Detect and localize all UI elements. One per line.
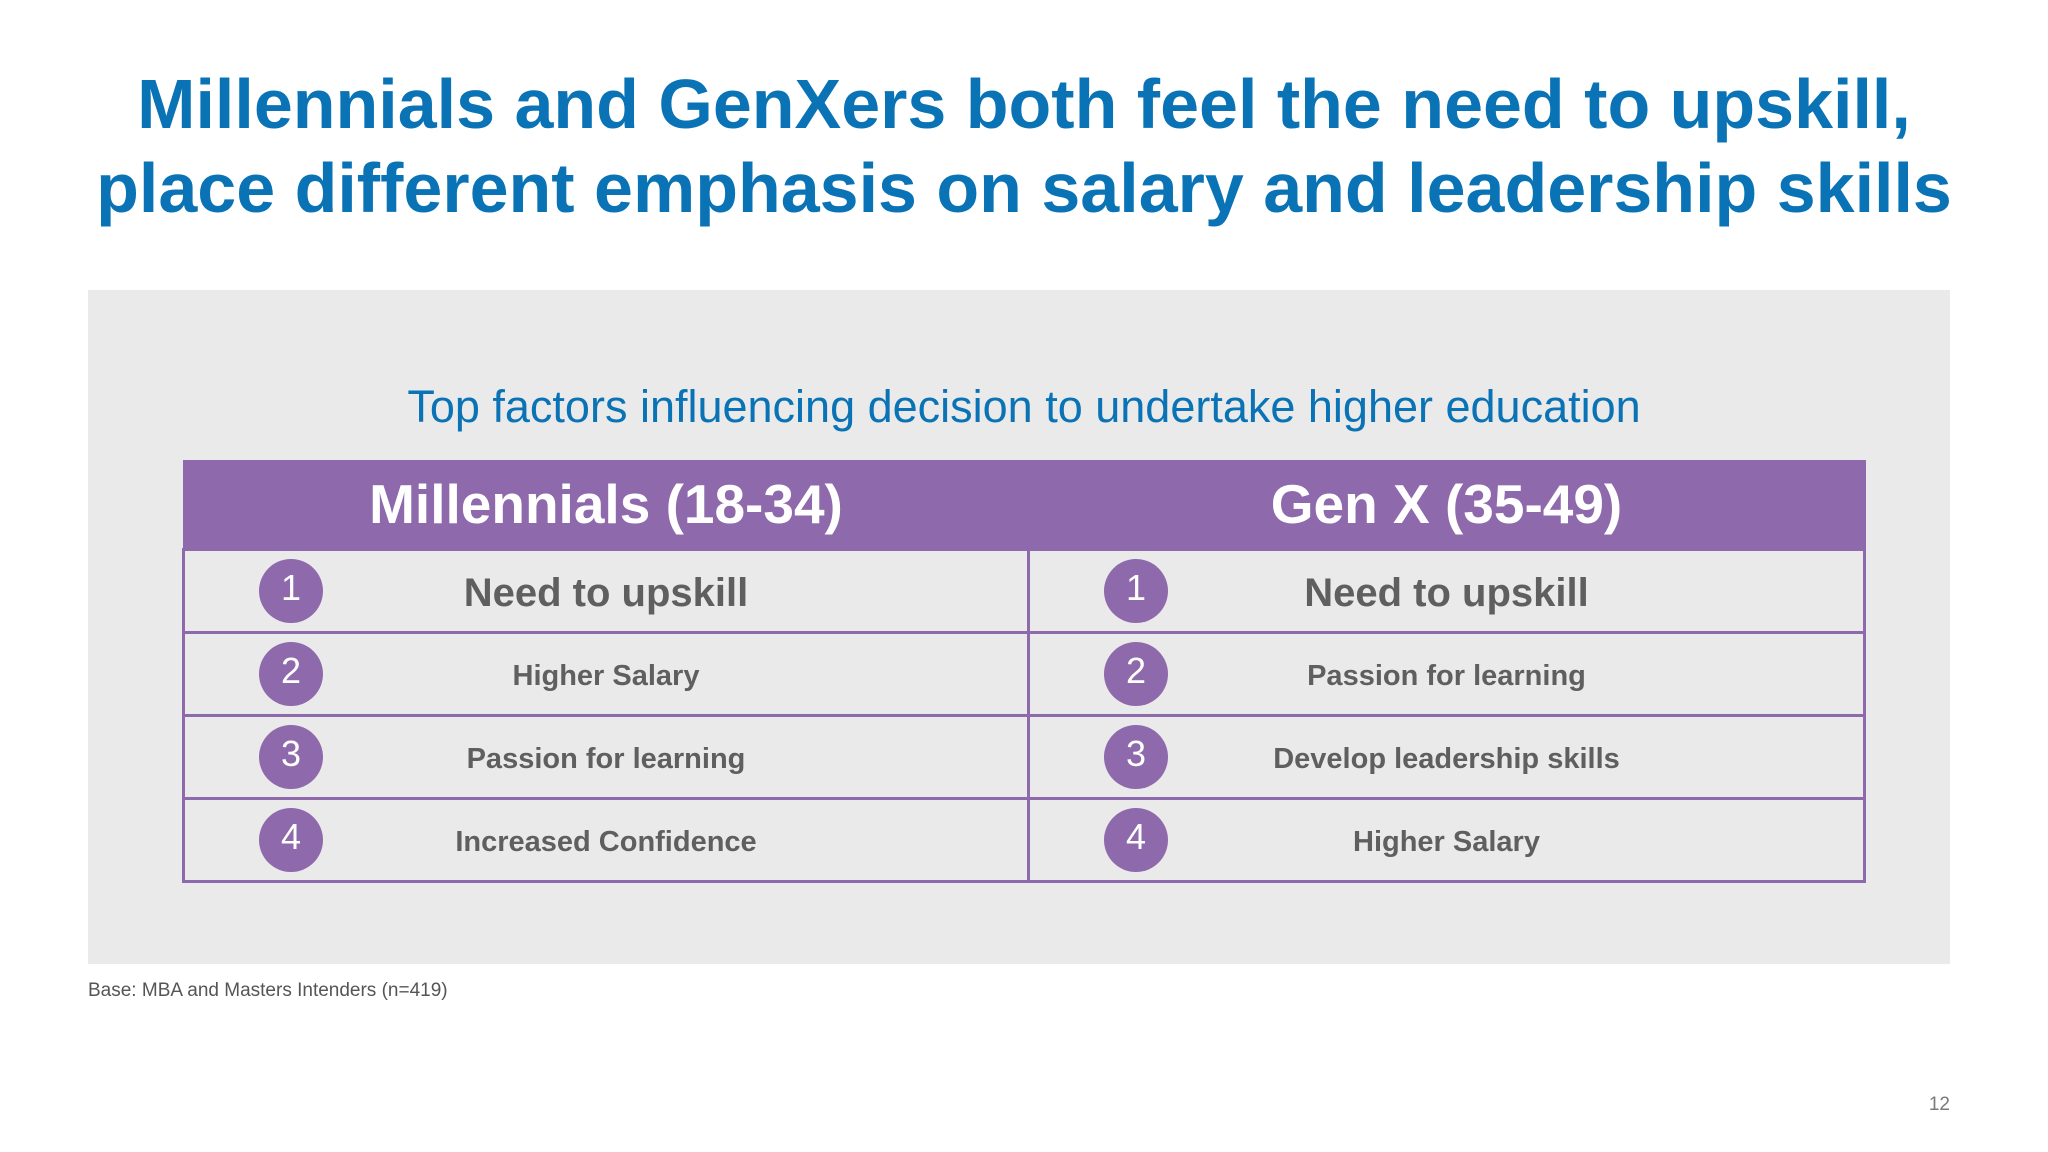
factor-label: Increased Confidence	[455, 826, 757, 858]
factor-label: Need to upskill	[463, 571, 749, 615]
slide-title-line-2: place different emphasis on salary and l…	[96, 149, 1952, 227]
table-subtitle: Top factors influencing decision to unde…	[407, 381, 1641, 432]
factor-label: Need to upskill	[1304, 571, 1589, 615]
column-header-genx: Gen X (35-49)	[1027, 460, 1866, 550]
table-row: 3 Passion for learning 3 Develop leaders…	[182, 714, 1866, 800]
table-cell: 3 Develop leadership skills	[1027, 714, 1866, 800]
table-cell: 4 Higher Salary	[1027, 797, 1866, 883]
column-header-millennials: Millennials (18-34)	[182, 460, 1030, 550]
table-header-row: Millennials (18-34) Gen X (35-49)	[182, 460, 1866, 550]
rank-badge: 3	[259, 725, 323, 789]
table-row: 1 Need to upskill 1 Need to upskill	[182, 548, 1866, 634]
table-row: 2 Higher Salary 2 Passion for learning	[182, 631, 1866, 717]
rank-badge: 2	[259, 642, 323, 706]
rank-badge: 4	[259, 808, 323, 872]
factor-label: Passion for learning	[1307, 660, 1586, 692]
factor-label: Higher Salary	[1353, 826, 1540, 858]
rank-badge: 4	[1104, 808, 1168, 872]
rank-badge: 1	[259, 559, 323, 623]
table-cell: 4 Increased Confidence	[182, 797, 1030, 883]
table-cell: 1 Need to upskill	[182, 548, 1030, 634]
slide-title-line-1: Millennials and GenXers both feel the ne…	[137, 65, 1911, 143]
slide-title: Millennials and GenXers both feel the ne…	[0, 62, 2048, 230]
footnote: Base: MBA and Masters Intenders (n=419)	[88, 980, 448, 1001]
table-row: 4 Increased Confidence 4 Higher Salary	[182, 797, 1866, 883]
rank-badge: 1	[1104, 559, 1168, 623]
factor-label: Higher Salary	[512, 660, 700, 692]
rank-badge: 2	[1104, 642, 1168, 706]
table-cell: 1 Need to upskill	[1027, 548, 1866, 634]
factor-label: Develop leadership skills	[1273, 743, 1620, 775]
factor-label: Passion for learning	[466, 743, 746, 775]
table-cell: 2 Passion for learning	[1027, 631, 1866, 717]
rank-badge: 3	[1104, 725, 1168, 789]
page-number: 12	[1928, 1094, 1950, 1115]
ranking-table: Millennials (18-34) Gen X (35-49) 1 Need…	[182, 460, 1866, 883]
table-cell: 2 Higher Salary	[182, 631, 1030, 717]
table-cell: 3 Passion for learning	[182, 714, 1030, 800]
